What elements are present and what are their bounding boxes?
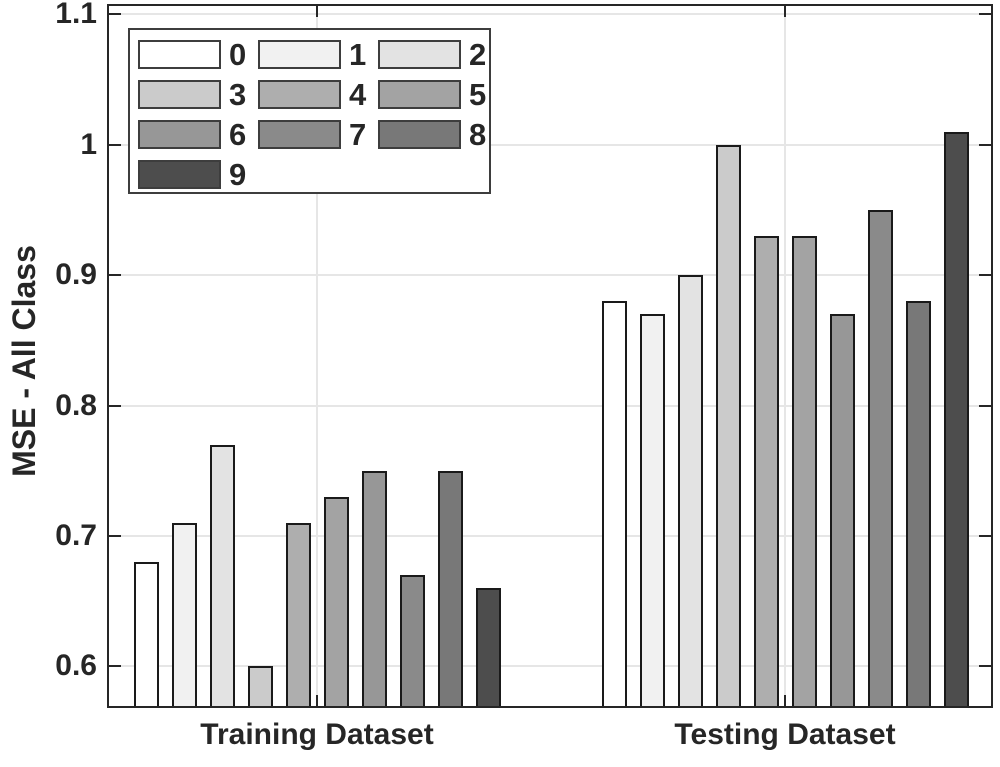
y-tick-left-0.9	[107, 274, 121, 277]
bar-category-0-class-6	[361, 470, 387, 708]
legend-swatch-class-4	[258, 80, 341, 109]
y-tick-right-1.1	[979, 13, 993, 16]
legend-item-class-7: 7	[258, 119, 366, 150]
legend-item-class-9: 9	[138, 159, 246, 190]
gridline-y-1.1	[107, 13, 993, 16]
legend-label-class-5: 5	[469, 77, 487, 112]
legend-label-class-2: 2	[469, 37, 487, 72]
legend-label-class-4: 4	[349, 77, 367, 112]
x-tick-label-0: Training Dataset	[200, 718, 434, 751]
legend-swatch-class-3	[138, 80, 221, 109]
bar-category-0-class-7	[399, 575, 425, 708]
bar-category-1-class-0	[601, 301, 627, 708]
x-tick-top-0	[316, 4, 318, 17]
gridline-x-category-0	[316, 4, 318, 708]
y-tick-left-0.6	[107, 665, 121, 668]
bar-category-0-class-9	[475, 588, 501, 708]
y-tick-label: 1	[80, 127, 97, 161]
x-tick-bottom-1	[784, 695, 786, 708]
legend-swatch-class-0	[138, 40, 221, 69]
gridline-y-0.8	[107, 404, 993, 407]
bar-category-0-class-0	[133, 561, 159, 708]
legend-swatch-class-6	[138, 120, 221, 149]
legend-item-class-8: 8	[378, 119, 486, 150]
y-tick-right-0.7	[979, 534, 993, 537]
y-tick-label: 0.8	[55, 388, 97, 422]
bar-category-0-class-2	[209, 444, 235, 708]
legend-swatch-class-5	[378, 80, 461, 109]
y-tick-right-0.6	[979, 665, 993, 668]
legend-item-class-3: 3	[138, 79, 246, 110]
y-tick-left-1	[107, 143, 121, 146]
legend-label-class-6: 6	[229, 117, 247, 152]
legend-swatch-class-2	[378, 40, 461, 69]
gridline-y-0.6	[107, 665, 993, 668]
x-tick-top-1	[784, 4, 786, 17]
legend-swatch-class-8	[378, 120, 461, 149]
bar-category-0-class-1	[171, 522, 197, 708]
legend-label-class-3: 3	[229, 77, 247, 112]
bar-category-0-class-5	[323, 496, 349, 708]
plot-area	[107, 4, 993, 708]
legend-label-class-1: 1	[349, 37, 367, 72]
legend-label-class-7: 7	[349, 117, 367, 152]
legend-item-class-4: 4	[258, 79, 366, 110]
bar-category-0-class-4	[285, 522, 311, 708]
gridline-y-0.9	[107, 274, 993, 277]
gridline-y-1	[107, 143, 993, 146]
legend-item-class-0: 0	[138, 39, 246, 70]
bar-category-1-class-1	[639, 314, 665, 708]
x-tick-bottom-0	[316, 695, 318, 708]
y-tick-label: 0.7	[55, 518, 97, 552]
x-tick-label-1: Testing Dataset	[674, 718, 896, 751]
bar-category-1-class-6	[829, 314, 855, 708]
legend-swatch-class-1	[258, 40, 341, 69]
y-tick-label: 1.1	[55, 0, 97, 31]
legend-item-class-6: 6	[138, 119, 246, 150]
legend: 0 1 2 3 4 5 6 7 8 9	[128, 28, 491, 194]
y-tick-left-0.8	[107, 404, 121, 407]
legend-item-class-1: 1	[258, 39, 366, 70]
bar-category-1-class-9	[943, 131, 969, 708]
y-tick-right-1	[979, 143, 993, 146]
legend-item-class-2: 2	[378, 39, 486, 70]
y-tick-left-0.7	[107, 534, 121, 537]
bar-category-1-class-3	[715, 144, 741, 708]
bar-category-1-class-5	[791, 236, 817, 708]
y-tick-label: 0.9	[55, 258, 97, 292]
y-tick-label: 0.6	[55, 649, 97, 683]
y-axis-label: MSE - All Class	[6, 245, 42, 477]
bar-category-1-class-7	[867, 209, 893, 708]
legend-item-class-5: 5	[378, 79, 486, 110]
y-tick-right-0.8	[979, 404, 993, 407]
gridline-x-category-1	[784, 4, 786, 708]
bar-category-0-class-8	[437, 470, 463, 708]
legend-swatch-class-7	[258, 120, 341, 149]
bar-category-1-class-4	[753, 236, 779, 708]
bar-category-0-class-3	[247, 666, 273, 708]
legend-swatch-class-9	[138, 160, 221, 189]
y-tick-right-0.9	[979, 274, 993, 277]
legend-label-class-9: 9	[229, 157, 247, 192]
bar-category-1-class-8	[905, 301, 931, 708]
gridline-y-0.7	[107, 534, 993, 537]
legend-label-class-0: 0	[229, 37, 247, 72]
bar-category-1-class-2	[677, 275, 703, 708]
y-tick-left-1.1	[107, 13, 121, 16]
legend-label-class-8: 8	[469, 117, 487, 152]
